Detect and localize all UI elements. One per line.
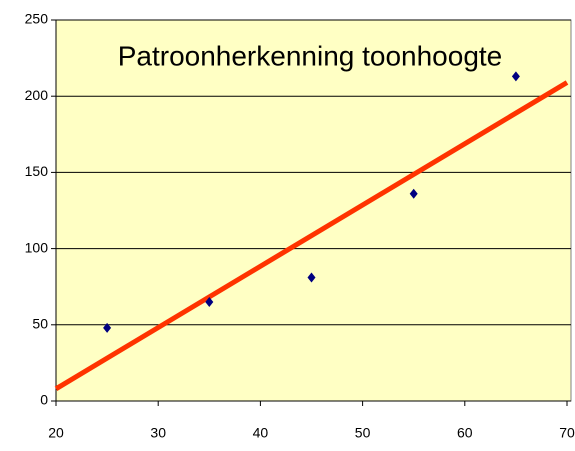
y-tick-label: 250	[25, 11, 49, 27]
y-tick-label: 50	[32, 316, 48, 332]
x-tick-label: 40	[253, 425, 269, 441]
point	[307, 272, 316, 283]
chart-title: Patroonherkenning toonhoogte	[118, 40, 503, 71]
x-tick-label: 30	[150, 425, 166, 441]
x-tick-label: 70	[559, 425, 575, 441]
y-tick-label: 200	[25, 87, 49, 103]
x-tick-label: 60	[457, 425, 473, 441]
y-tick-label: 150	[25, 163, 49, 179]
point	[409, 188, 418, 199]
x-tick-label: 50	[355, 425, 371, 441]
point	[103, 322, 112, 333]
point	[511, 71, 520, 82]
x-tick-label: 20	[48, 425, 64, 441]
plot-layer: 0 50 100 150 200 250 20 30 40 50 60 70	[25, 11, 575, 441]
point	[205, 296, 214, 307]
y-tick-label: 0	[40, 392, 48, 408]
trendline	[54, 80, 569, 391]
y-tick-label: 100	[25, 239, 49, 255]
